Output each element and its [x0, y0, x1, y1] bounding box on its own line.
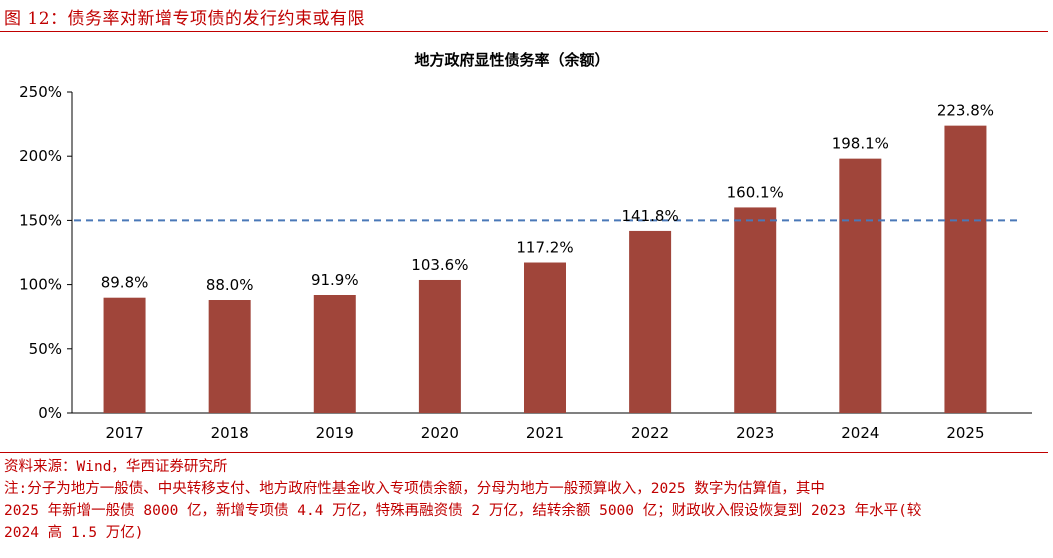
bar-2019: [313, 295, 356, 413]
note-line-2: 2025 年新增一般债 8000 亿，新增专项债 4.4 万亿，特殊再融资债 2…: [4, 503, 922, 519]
y-tick-label: 100%: [19, 276, 62, 294]
value-label-2020: 103.6%: [411, 256, 468, 274]
figure-caption: 图 12：债务率对新增专项债的发行约束或有限: [4, 9, 366, 29]
bar-series: [103, 125, 987, 413]
y-tick-label: 250%: [19, 83, 62, 101]
x-tick-label-2024: 2024: [841, 424, 879, 442]
bar-2018: [208, 300, 251, 413]
x-tick-label-2019: 2019: [316, 424, 354, 442]
bar-2021: [524, 262, 566, 413]
value-label-2023: 160.1%: [727, 183, 784, 201]
value-label-2024: 198.1%: [832, 135, 889, 153]
value-label-2019: 91.9%: [311, 271, 359, 289]
caption-rule: [0, 31, 1048, 32]
bar-2024: [839, 158, 882, 413]
note-line-1: 注:分子为地方一般债、中央转移支付、地方政府性基金收入专项债余额，分母为地方一般…: [4, 481, 825, 497]
value-label-2018: 88.0%: [206, 276, 254, 294]
value-label-2022: 141.8%: [622, 207, 679, 225]
value-label-2021: 117.2%: [516, 239, 573, 257]
bar-2020: [418, 279, 461, 413]
debt-ratio-chart: 地方政府显性债务率（余额） 0% 50% 100% 150% 200% 250% 2017…: [19, 51, 1032, 442]
x-tick-label-2020: 2020: [421, 424, 459, 442]
x-tick-label-2022: 2022: [631, 424, 669, 442]
x-tick-label-2023: 2023: [736, 424, 774, 442]
x-tick-label-2018: 2018: [211, 424, 249, 442]
x-axis: 2017 2018 2019 2020 2021 2022 2023 2024 2025: [72, 412, 1032, 442]
bar-2023: [734, 207, 777, 413]
footer-rule: [0, 452, 1048, 453]
chart-title: 地方政府显性债务率（余额）: [414, 51, 609, 69]
y-tick-label: 150%: [19, 211, 62, 229]
value-label-2025: 223.8%: [937, 102, 994, 120]
source-line: 资料来源：Wind，华西证券研究所: [4, 459, 228, 475]
x-tick-label-2021: 2021: [526, 424, 564, 442]
footnotes: 资料来源：Wind，华西证券研究所 注:分子为地方一般债、中央转移支付、地方政府…: [4, 456, 1049, 544]
bar-2022: [629, 230, 672, 413]
note-line-3: 2024 高 1.5 万亿): [4, 525, 144, 541]
x-tick-label-2017: 2017: [105, 424, 143, 442]
y-tick-label: 50%: [29, 340, 62, 358]
x-tick-label-2025: 2025: [946, 424, 984, 442]
bar-2025: [944, 125, 987, 413]
y-tick-label: 0%: [38, 404, 62, 422]
bar-2017: [103, 297, 146, 413]
data-labels: 89.8% 88.0% 91.9% 103.6% 117.2% 141.8% 160.1% 1…: [101, 102, 994, 294]
y-axis: 0% 50% 100% 150% 200% 250%: [19, 83, 73, 422]
y-tick-label: 200%: [19, 147, 62, 165]
value-label-2017: 89.8%: [101, 274, 149, 292]
